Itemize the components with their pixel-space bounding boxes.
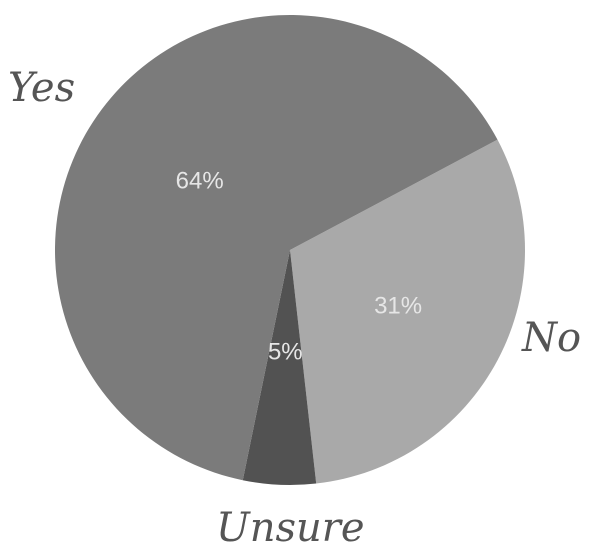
category-label-yes: Yes: [8, 68, 75, 108]
data-label-yes: 64%: [176, 168, 224, 195]
data-label-unsure: 5%: [268, 339, 303, 366]
category-label-no: No: [522, 318, 581, 358]
data-label-no: 31%: [374, 292, 422, 319]
category-label-unsure: Unsure: [216, 508, 365, 548]
